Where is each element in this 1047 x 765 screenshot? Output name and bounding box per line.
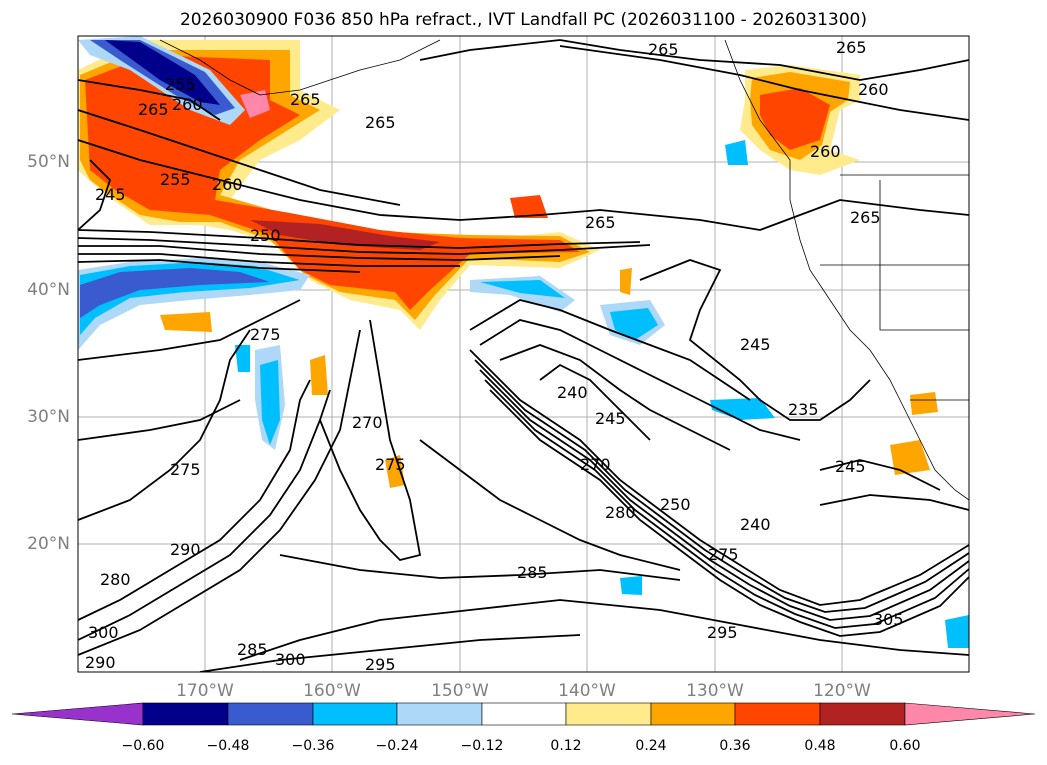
contour-label: 280 [100, 570, 131, 589]
colorbar-tick: −0.60 [121, 738, 165, 754]
contour-label: 265 [850, 208, 881, 227]
coastlines [159, 39, 969, 501]
contour-label: 235 [788, 400, 819, 419]
contour-label: 250 [250, 226, 281, 245]
contour-label: 260 [212, 175, 243, 194]
contour-label: 265 [836, 38, 867, 57]
contour-label: 300 [275, 650, 306, 669]
contour-label: 275 [708, 545, 739, 564]
colorbar-tick: −0.48 [206, 738, 250, 754]
colorbar-tick: −0.24 [375, 738, 419, 754]
contour-label: 260 [172, 95, 203, 114]
lat-label: 50°N [27, 152, 70, 172]
contour-label: 265 [365, 113, 396, 132]
colorbar-tick: 0.48 [804, 738, 836, 754]
lon-label: 160°W [303, 681, 361, 701]
colorbar [11, 702, 1036, 726]
lon-label: 140°W [558, 681, 616, 701]
contour-label: 265 [648, 40, 679, 59]
contour-label-layer: 265 265 260 265 255 260 245 250 255 260 … [85, 38, 904, 674]
contour-label: 240 [557, 383, 588, 402]
lat-label: 40°N [27, 280, 70, 300]
contour-label: 280 [605, 503, 636, 522]
gridlines [78, 36, 969, 672]
contour-label: 255 [160, 170, 191, 189]
contour-label: 240 [740, 515, 771, 534]
colorbar-tick: 0.60 [889, 738, 921, 754]
colorbar-tick: 0.12 [550, 738, 582, 754]
contours [78, 39, 969, 672]
shading-negative [78, 36, 969, 648]
contour-label: 295 [365, 655, 396, 674]
lon-label: 170°W [176, 681, 234, 701]
contour-label: 245 [95, 185, 126, 204]
lon-label: 150°W [431, 681, 489, 701]
contour-label: 305 [873, 610, 904, 629]
contour-label: 275 [170, 460, 201, 479]
contour-label: 245 [740, 335, 771, 354]
colorbar-extend-high [904, 702, 1036, 726]
contour-label: 265 [290, 90, 321, 109]
contour-label: 290 [85, 653, 116, 672]
contour-label: 270 [352, 413, 383, 432]
contour-label: 265 [585, 213, 616, 232]
contour-label: 245 [595, 409, 626, 428]
lon-label: 120°W [813, 681, 871, 701]
colorbar-tick: 0.36 [719, 738, 751, 754]
lat-label: 20°N [27, 534, 70, 554]
lon-label: 130°W [686, 681, 744, 701]
contour-label: 275 [375, 455, 406, 474]
contour-label: 270 [580, 455, 611, 474]
contour-label: 245 [835, 457, 866, 476]
lat-label: 30°N [27, 407, 70, 427]
contour-label: 260 [858, 80, 889, 99]
contour-label: 295 [707, 623, 738, 642]
contour-label: 285 [237, 640, 268, 659]
contour-label: 300 [88, 623, 119, 642]
contour-label: 255 [165, 75, 196, 94]
contour-label: 285 [517, 563, 548, 582]
colorbar-tick: −0.36 [291, 738, 335, 754]
colorbar-tick: 0.24 [635, 738, 667, 754]
contour-label: 265 [138, 100, 169, 119]
contour-label: 275 [250, 325, 281, 344]
contour-label: 260 [810, 142, 841, 161]
contour-label: 250 [660, 495, 691, 514]
contour-label: 290 [170, 540, 201, 559]
colorbar-extend-low [11, 702, 144, 726]
colorbar-tick: −0.12 [460, 738, 504, 754]
map-title: 2026030900 F036 850 hPa refract., IVT La… [179, 10, 867, 30]
map-frame [77, 35, 970, 673]
